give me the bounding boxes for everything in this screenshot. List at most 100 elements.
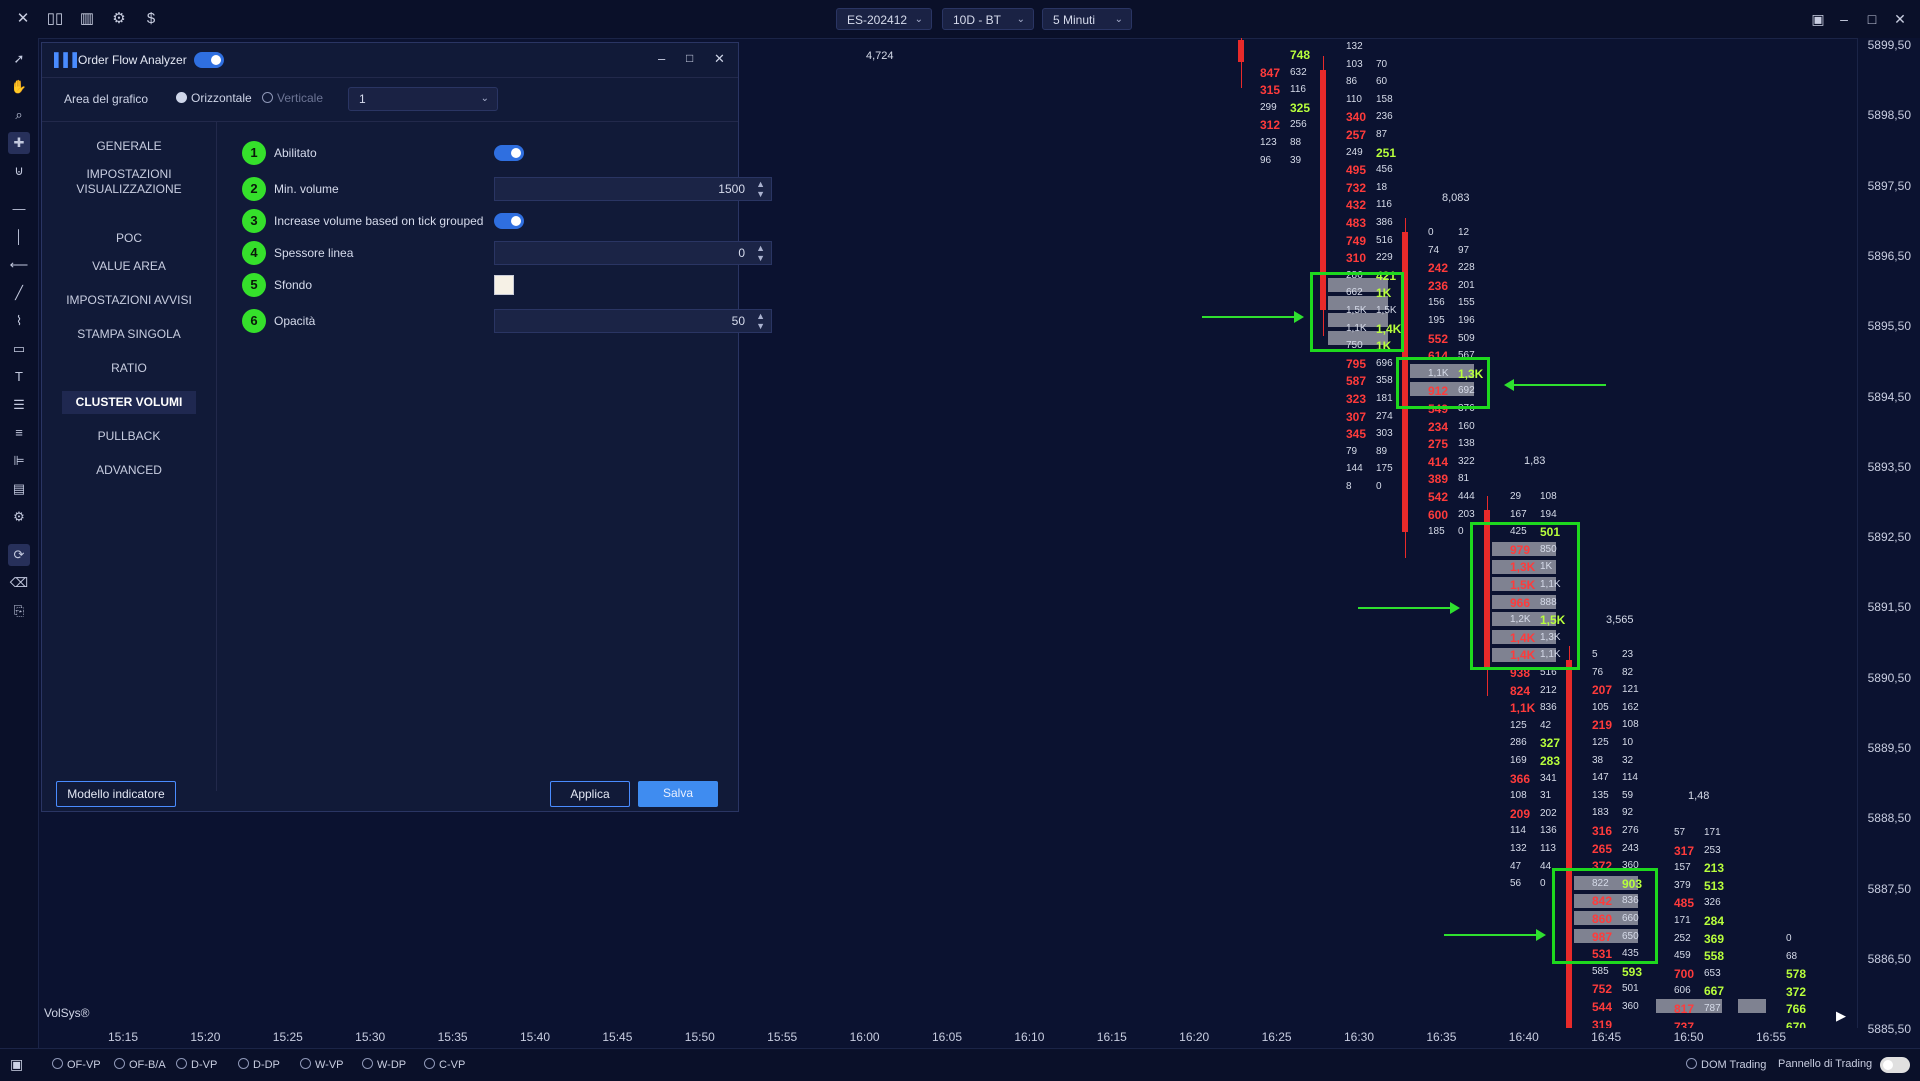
save-button[interactable]: Salva	[638, 781, 718, 807]
ray-icon[interactable]: ⟵	[9, 257, 29, 272]
range-select[interactable]: 10D - BT ⌄	[942, 8, 1034, 30]
close-icon[interactable]: ✕	[16, 10, 30, 27]
volume-profile-icon[interactable]: ⊫	[13, 453, 25, 468]
bid-volume: 1,4K	[1510, 630, 1536, 645]
dom-trading-toggle[interactable]: DOM Trading	[1686, 1058, 1766, 1071]
dollar-icon[interactable]: $	[146, 10, 156, 27]
maximize-icon[interactable]: □	[1867, 11, 1877, 27]
maximize-icon[interactable]: □	[686, 51, 694, 65]
nav-item[interactable]: CLUSTER VOLUMI	[62, 391, 196, 414]
nav-item[interactable]: VALUE AREA	[92, 259, 166, 273]
timeframe-select[interactable]: 5 Minuti ⌄	[1042, 8, 1132, 30]
close-icon[interactable]: ✕	[714, 51, 725, 66]
vertical-line-icon[interactable]: │	[14, 229, 24, 244]
bid-volume: 114	[1510, 825, 1526, 837]
setting-toggle[interactable]	[494, 213, 524, 229]
area-select[interactable]: 1 ⌄	[348, 87, 498, 111]
radio-unchecked	[52, 1058, 63, 1069]
order-flow-chart[interactable]: VolSys® 748 847 632 315 116 299 325 312 256 123 88…	[39, 38, 1857, 1028]
color-swatch[interactable]	[494, 275, 514, 295]
lines-icon[interactable]: ≡	[15, 425, 23, 440]
pannello-toggle[interactable]	[1880, 1057, 1910, 1073]
ask-volume: 766	[1786, 1002, 1807, 1017]
mode-radio[interactable]: C-VP	[424, 1058, 465, 1071]
setting-number-badge: 4	[242, 241, 266, 265]
setting-label: Min. volume	[274, 182, 339, 196]
nav-item[interactable]: STAMPA SINGOLA	[77, 327, 181, 341]
horizontal-line-icon[interactable]: —	[12, 201, 26, 216]
ask-volume: 92	[1622, 807, 1634, 819]
spinner-icon[interactable]: ▲ ▼	[756, 243, 765, 263]
crosshair-icon[interactable]: ✚	[8, 132, 30, 154]
time-axis[interactable]: 15:15 15:20 15:25 15:30 15:35 15:40 15:45 15:50…	[39, 1028, 1857, 1048]
layout-icon[interactable]: ▣	[1811, 11, 1825, 27]
bid-volume: 38	[1592, 754, 1604, 766]
mode-radio[interactable]: W-DP	[362, 1058, 406, 1071]
mode-radio[interactable]: W-VP	[300, 1058, 344, 1071]
mode-radio[interactable]: OF-VP	[52, 1058, 101, 1071]
ask-volume: 501	[1622, 983, 1639, 995]
panel-enable-toggle[interactable]	[194, 52, 224, 68]
ask-volume: 89	[1376, 445, 1388, 457]
nav-item[interactable]: ADVANCED	[96, 463, 162, 477]
symbol-select[interactable]: ES-202412 ⌄	[836, 8, 932, 30]
price-label: 5891,50	[1867, 600, 1911, 615]
apply-button[interactable]: Applica	[550, 781, 630, 807]
nav-item[interactable]: IMPOSTAZIONI VISUALIZZAZIONE	[76, 167, 182, 196]
setting-number-badge: 6	[242, 309, 266, 333]
minimize-icon[interactable]: –	[1840, 11, 1848, 27]
scroll-right-icon[interactable]: ▶	[1836, 1008, 1846, 1023]
ask-volume: 114	[1622, 772, 1638, 784]
candle-wick	[1241, 38, 1242, 88]
ask-volume: 201	[1458, 279, 1475, 291]
nav-item[interactable]: IMPOSTAZIONI AVVISI	[66, 293, 192, 307]
setting-number-input[interactable]: 0 ▲ ▼	[494, 241, 772, 265]
nav-item[interactable]: POC	[115, 231, 142, 245]
rectangle-icon[interactable]: ▭	[12, 341, 26, 356]
bid-volume: 315	[1260, 83, 1281, 98]
copy-icon[interactable]: ⎘	[13, 603, 25, 618]
orient-vertical-label: Verticale	[277, 91, 324, 105]
candle-body	[1402, 232, 1408, 532]
mode-radio[interactable]: OF-B/A	[114, 1058, 166, 1071]
orient-horizontal-radio[interactable]: Orizzontale	[176, 91, 252, 105]
path-icon[interactable]: ⌇	[15, 313, 23, 328]
nav-item[interactable]: GENERALE	[96, 139, 162, 153]
hand-icon[interactable]: ✋	[10, 79, 28, 94]
mode-radio[interactable]: D-DP	[238, 1058, 280, 1071]
nav-item[interactable]: RATIO	[111, 361, 147, 375]
candles-icon[interactable]: ▯▯	[46, 10, 64, 27]
zoom-icon[interactable]: ⌕	[15, 107, 23, 122]
template-button[interactable]: Modello indicatore	[56, 781, 176, 807]
panel-icon[interactable]: ▣	[10, 1056, 24, 1072]
ask-volume: 228	[1458, 262, 1475, 274]
bid-volume: 544	[1592, 1000, 1613, 1014]
eraser-icon[interactable]: ⌫	[9, 575, 29, 590]
mode-radio[interactable]: D-VP	[176, 1058, 217, 1071]
price-axis[interactable]: 5899,50 5898,50 5897,50 5896,50 5895,50 5894,…	[1857, 38, 1920, 1036]
magnet-snap-icon[interactable]: ⟳	[8, 544, 30, 566]
ask-volume: 888	[1540, 596, 1557, 608]
setting-number-input[interactable]: 1500 ▲ ▼	[494, 177, 772, 201]
ask-volume: 303	[1376, 428, 1393, 440]
magnet-icon[interactable]: ⊍	[14, 163, 24, 178]
text-icon[interactable]: T	[15, 369, 23, 384]
settings-tool-icon[interactable]: ⚙	[13, 509, 25, 524]
fib-icon[interactable]: ☰	[13, 397, 25, 412]
setting-value: 1500	[718, 182, 745, 196]
gear-icon[interactable]: ⚙	[112, 10, 126, 27]
orient-vertical-radio[interactable]: Verticale	[262, 91, 323, 105]
ask-volume: 181	[1376, 393, 1393, 404]
minimize-icon[interactable]: –	[658, 51, 666, 66]
setting-toggle[interactable]	[494, 145, 524, 161]
doc-icon[interactable]: ▤	[12, 481, 26, 496]
nav-item[interactable]: PULLBACK	[97, 429, 161, 443]
setting-number-input[interactable]: 50 ▲ ▼	[494, 309, 772, 333]
cursor-icon[interactable]: ➚	[13, 51, 25, 66]
trend-line-icon[interactable]: ╱	[15, 285, 23, 300]
bar-chart-icon[interactable]: ▥	[79, 10, 95, 27]
dom-trading-label: DOM Trading	[1701, 1059, 1767, 1071]
window-close-icon[interactable]: ✕	[1894, 11, 1906, 27]
spinner-icon[interactable]: ▲ ▼	[756, 179, 765, 199]
spinner-icon[interactable]: ▲ ▼	[756, 311, 765, 331]
